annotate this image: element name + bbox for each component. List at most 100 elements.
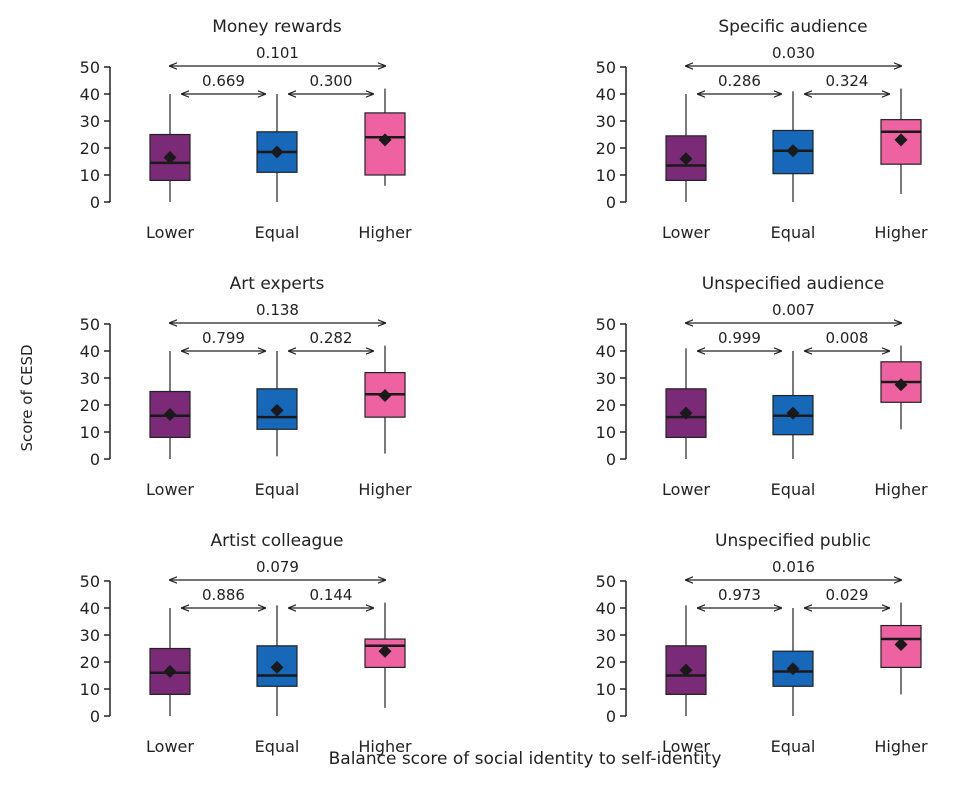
x-category-label: Equal (255, 737, 300, 756)
y-tick-label: 20 (596, 653, 616, 672)
y-tick-label: 10 (596, 423, 616, 442)
box-lower (149, 351, 191, 459)
y-tick-label: 0 (606, 707, 616, 726)
mean-marker (270, 145, 284, 159)
y-tick-label: 40 (596, 85, 616, 104)
box-equal (772, 608, 814, 716)
box-lower (149, 94, 191, 202)
y-tick-label: 20 (596, 396, 616, 415)
box-equal (772, 91, 814, 202)
x-category-label: Higher (874, 480, 928, 499)
equal-higher-p-value: 0.300 (310, 72, 353, 90)
mean-marker (894, 378, 908, 392)
lower-equal-p-value: 0.973 (718, 586, 761, 604)
box-lower (149, 608, 191, 716)
mean-marker (894, 637, 908, 651)
x-category-label: Equal (255, 480, 300, 499)
box-higher (880, 345, 922, 430)
mean-marker (786, 662, 800, 676)
y-tick-label: 30 (596, 369, 616, 388)
x-category-label: Higher (358, 737, 412, 756)
mean-marker (679, 406, 693, 420)
y-tick-label: 20 (80, 396, 100, 415)
box-higher (364, 345, 406, 454)
y-axis-label: Score of CESD (18, 344, 36, 451)
y-tick-label: 10 (80, 166, 100, 185)
mean-marker (163, 407, 177, 421)
mean-marker (163, 664, 177, 678)
panel-unspecified-public: Unspecified public 0 10 20 30 40 50 Lower Equal H… (596, 531, 928, 756)
y-tick-label: 40 (80, 342, 100, 361)
box-higher (880, 88, 922, 194)
panel-money-rewards: Money rewards 0 10 20 30 40 50 Lower Equal Higher… (80, 17, 412, 242)
mean-marker (679, 663, 693, 677)
lower-higher-p-value: 0.007 (772, 301, 815, 319)
y-tick-label: 10 (80, 423, 100, 442)
panel-unspecified-audience: Unspecified audience 0 10 20 30 40 50 Lower Equa… (596, 274, 928, 499)
y-tick-label: 50 (596, 315, 616, 334)
x-category-label: Lower (662, 223, 710, 242)
box-equal (256, 351, 298, 457)
box-lower (665, 94, 707, 202)
x-category-label: Lower (662, 737, 710, 756)
box-higher (364, 88, 406, 186)
equal-higher-p-value: 0.008 (826, 329, 869, 347)
y-tick-label: 50 (80, 58, 100, 77)
box-equal (256, 94, 298, 202)
x-category-label: Equal (771, 737, 816, 756)
panel-title: Unspecified audience (702, 274, 885, 294)
x-category-label: Equal (771, 223, 816, 242)
y-tick-label: 0 (90, 707, 100, 726)
box-higher (364, 602, 406, 708)
y-tick-label: 50 (80, 572, 100, 591)
y-tick-label: 0 (606, 193, 616, 212)
lower-equal-p-value: 0.886 (202, 586, 245, 604)
panel-title: Artist colleague (210, 531, 343, 551)
panel-title: Money rewards (212, 17, 342, 37)
x-category-label: Lower (146, 737, 194, 756)
y-tick-label: 0 (606, 450, 616, 469)
lower-higher-p-value: 0.016 (772, 558, 815, 576)
y-tick-label: 20 (80, 653, 100, 672)
panel-title: Specific audience (718, 17, 867, 37)
y-tick-label: 10 (596, 166, 616, 185)
y-tick-label: 40 (80, 599, 100, 618)
box-equal (772, 351, 814, 459)
y-tick-label: 30 (80, 626, 100, 645)
lower-equal-p-value: 0.799 (202, 329, 245, 347)
x-axis-label: Balance score of social identity to self… (329, 749, 722, 769)
lower-higher-p-value: 0.138 (256, 301, 299, 319)
y-tick-label: 30 (596, 112, 616, 131)
panel-artist-colleague: Artist colleague 0 10 20 30 40 50 Lower Equal Hig… (80, 531, 412, 756)
mean-marker (270, 403, 284, 417)
equal-higher-p-value: 0.029 (826, 586, 869, 604)
x-category-label: Equal (255, 223, 300, 242)
panel-title: Art experts (230, 274, 325, 294)
box-equal (256, 605, 298, 716)
x-category-label: Higher (358, 480, 412, 499)
y-tick-label: 50 (596, 58, 616, 77)
x-category-label: Lower (146, 223, 194, 242)
equal-higher-p-value: 0.144 (310, 586, 353, 604)
y-tick-label: 20 (596, 139, 616, 158)
lower-higher-p-value: 0.079 (256, 558, 299, 576)
mean-marker (270, 660, 284, 674)
y-tick-label: 10 (80, 680, 100, 699)
panel-art-experts: Art experts 0 10 20 30 40 50 Lower Equal Higher 0.… (80, 274, 412, 499)
y-tick-label: 30 (80, 369, 100, 388)
y-tick-label: 40 (596, 342, 616, 361)
lower-equal-p-value: 0.999 (718, 329, 761, 347)
mean-marker (378, 644, 392, 658)
equal-higher-p-value: 0.324 (826, 72, 869, 90)
y-tick-label: 0 (90, 193, 100, 212)
x-category-label: Higher (874, 223, 928, 242)
y-tick-label: 40 (80, 85, 100, 104)
x-category-label: Lower (146, 480, 194, 499)
box-higher (880, 602, 922, 695)
y-tick-label: 10 (596, 680, 616, 699)
panel-title: Unspecified public (715, 531, 871, 551)
y-tick-label: 40 (596, 599, 616, 618)
mean-marker (378, 389, 392, 403)
equal-higher-p-value: 0.282 (310, 329, 353, 347)
